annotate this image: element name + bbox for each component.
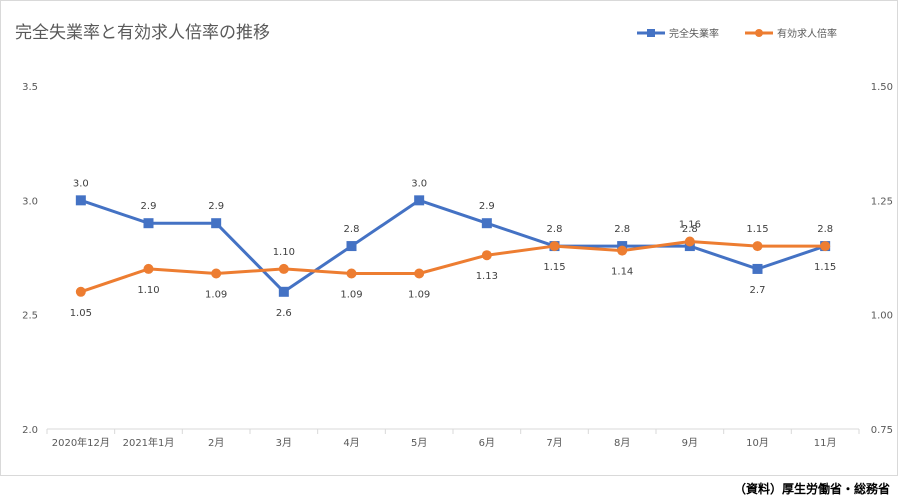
data-point [346, 241, 357, 252]
data-label: 3.0 [73, 178, 89, 189]
x-tick-label: 9月 [682, 437, 698, 449]
y-right-tick-label: 1.00 [871, 311, 893, 322]
data-point [820, 241, 831, 252]
x-tick-label: 10月 [746, 437, 769, 449]
data-point [752, 263, 763, 274]
series-line [80, 198, 826, 294]
data-point [549, 241, 560, 252]
data-label: 2.6 [276, 308, 292, 319]
x-tick-label: 11月 [814, 437, 837, 449]
data-label: 2.9 [479, 201, 495, 212]
x-tick-label: 5月 [411, 437, 427, 449]
data-point [684, 236, 695, 247]
data-point [752, 241, 763, 252]
data-label: 1.09 [340, 290, 362, 301]
data-label: 1.15 [814, 262, 836, 273]
y-left-tick-label: 2.5 [22, 311, 38, 322]
data-point [278, 286, 289, 297]
x-tick-label: 2020年12月 [52, 436, 110, 449]
y-left-tick-label: 3.0 [22, 196, 38, 207]
data-point [414, 195, 425, 206]
data-point [617, 245, 628, 256]
data-point [75, 195, 86, 206]
x-tick-label: 2021年1月 [123, 436, 175, 449]
legend-label: 完全失業率 [669, 27, 719, 40]
data-label: 1.10 [273, 247, 295, 258]
data-label: 1.15 [543, 262, 565, 273]
data-label: 1.09 [205, 290, 227, 301]
x-tick-label: 6月 [479, 437, 495, 449]
data-point [211, 268, 222, 279]
data-label: 3.0 [411, 178, 427, 189]
data-label: 1.09 [408, 290, 430, 301]
data-label: 1.13 [476, 271, 498, 282]
data-point [278, 263, 289, 274]
data-label: 2.8 [817, 224, 833, 235]
chart-title: 完全失業率と有効求人倍率の推移 [15, 23, 270, 43]
axes: 2020年12月 2021年1月 2月 3月 4月 5月 6月 7月 8月 9月 10月 11月 2.0… [22, 82, 893, 449]
x-tick-label: 4月 [343, 437, 359, 449]
chart-svg: 完全失業率と有効求人倍率の推移 完全失業率 有効求人倍率 2020年12月 2021… [15, 23, 893, 449]
data-point [481, 218, 492, 229]
data-label: 1.16 [679, 219, 701, 230]
data-point [75, 286, 86, 297]
data-point [143, 218, 154, 229]
data-labels: 3.0 2.9 2.9 2.6 2.8 3.0 2.9 2.8 2.8 2.8 2.7 2.8 1.05… [70, 178, 837, 318]
y-left-tick-label: 3.5 [22, 82, 38, 93]
legend-label: 有効求人倍率 [777, 27, 837, 40]
series-line [80, 239, 826, 294]
series-group [75, 195, 831, 297]
y-right-tick-label: 0.75 [871, 425, 893, 436]
x-tick-label: 3月 [276, 437, 292, 449]
data-label: 2.8 [614, 224, 630, 235]
data-label: 2.8 [682, 224, 698, 235]
data-label: 1.14 [611, 267, 633, 278]
data-label: 2.7 [750, 285, 766, 296]
data-label: 2.9 [208, 201, 224, 212]
y-left-tick-label: 2.0 [22, 425, 38, 436]
y-right-tick-label: 1.50 [871, 82, 893, 93]
y-right-tick-label: 1.25 [871, 196, 893, 207]
data-point [481, 250, 492, 261]
data-point [211, 218, 222, 229]
chart-frame: 完全失業率と有効求人倍率の推移 完全失業率 有効求人倍率 2020年12月 2021… [0, 0, 898, 476]
data-label: 1.05 [70, 308, 92, 319]
data-label: 2.8 [547, 224, 563, 235]
data-point [346, 268, 357, 279]
x-tick-label: 2月 [208, 437, 224, 449]
data-label: 1.10 [137, 285, 159, 296]
data-point [414, 268, 425, 279]
data-label: 2.9 [141, 201, 157, 212]
legend-marker [647, 29, 655, 37]
x-tick-label: 7月 [546, 437, 562, 449]
data-label: 2.8 [344, 224, 360, 235]
legend-marker [755, 29, 763, 37]
legend: 完全失業率 有効求人倍率 [637, 27, 837, 40]
data-label: 1.15 [746, 224, 768, 235]
source-note: （資料）厚生労働省・総務省 [733, 482, 890, 496]
data-point [143, 263, 154, 274]
x-tick-label: 8月 [614, 437, 630, 449]
